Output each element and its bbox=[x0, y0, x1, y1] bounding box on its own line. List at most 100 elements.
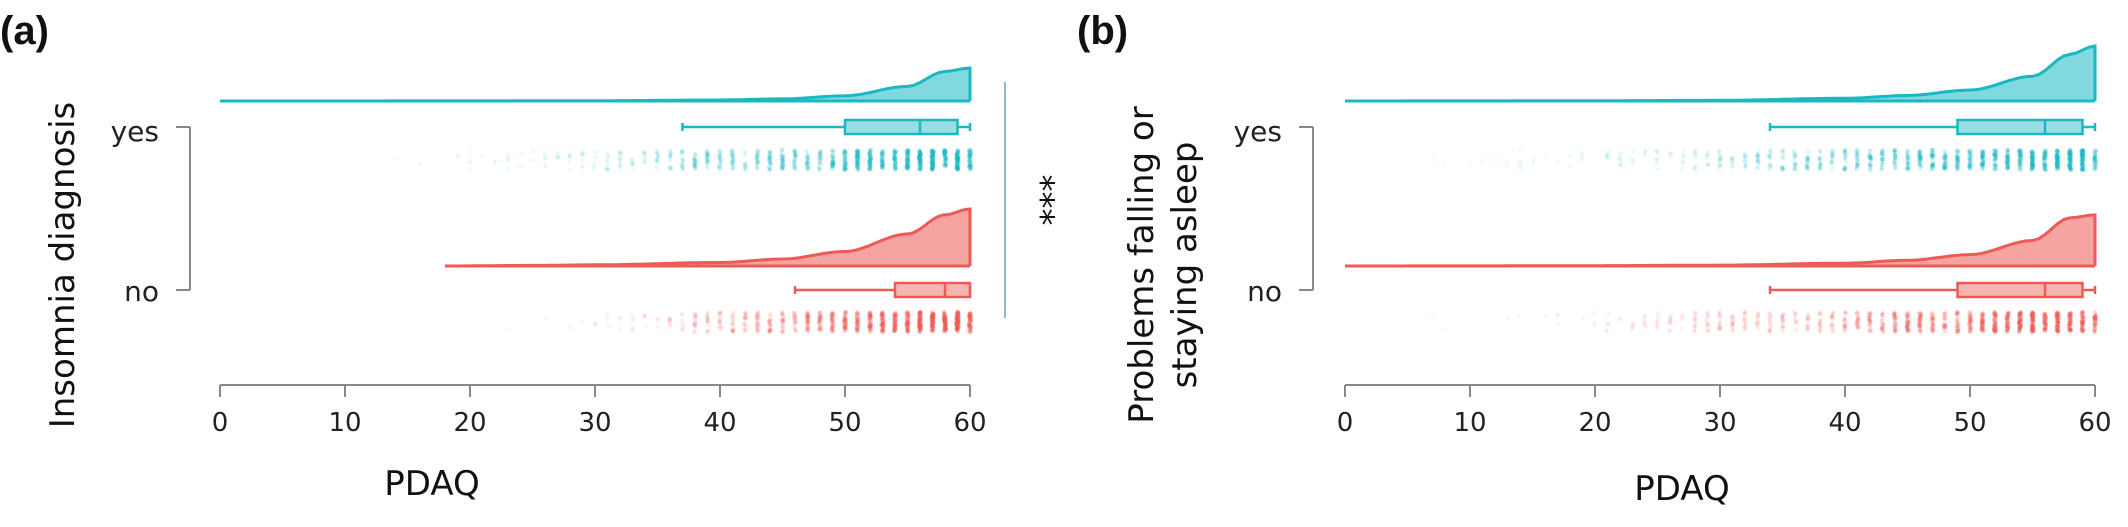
data-point-no bbox=[680, 327, 686, 333]
data-point-yes bbox=[905, 162, 910, 167]
data-point-yes bbox=[755, 158, 761, 163]
data-point-yes bbox=[968, 147, 973, 153]
data-point-yes bbox=[1792, 156, 1797, 161]
data-point-no bbox=[1817, 318, 1823, 324]
data-point-yes bbox=[942, 159, 948, 165]
data-point-no bbox=[968, 318, 973, 323]
data-point-no bbox=[905, 321, 910, 327]
data-point-no bbox=[792, 325, 797, 330]
data-point-yes bbox=[705, 152, 710, 158]
data-point-no bbox=[917, 320, 922, 325]
data-point-yes bbox=[854, 159, 859, 165]
data-point-yes bbox=[855, 161, 860, 166]
data-point-yes bbox=[842, 152, 847, 157]
data-point-no bbox=[880, 313, 885, 318]
data-point-yes bbox=[767, 157, 773, 163]
data-point-yes bbox=[679, 150, 684, 155]
data-point-yes bbox=[918, 152, 923, 157]
data-point-yes bbox=[2093, 165, 2098, 170]
data-point-yes bbox=[717, 155, 722, 160]
data-point-yes bbox=[805, 166, 810, 171]
data-point-no bbox=[706, 310, 711, 315]
data-point-no bbox=[1743, 310, 1748, 315]
data-point-yes bbox=[692, 157, 697, 162]
data-point-yes bbox=[930, 162, 936, 167]
data-point-yes bbox=[893, 165, 898, 170]
data-point-no bbox=[667, 322, 672, 327]
data-point-yes bbox=[1754, 166, 1760, 171]
data-point-yes bbox=[768, 154, 773, 159]
data-point-yes bbox=[905, 157, 910, 162]
data-point-yes bbox=[918, 166, 923, 171]
data-point-no bbox=[1843, 324, 1848, 329]
data-point-yes bbox=[867, 159, 872, 165]
data-point-yes bbox=[804, 156, 810, 161]
data-point-yes bbox=[967, 155, 972, 161]
x-tick-label: 40 bbox=[703, 408, 736, 438]
data-point-yes bbox=[968, 166, 973, 171]
data-point-no bbox=[679, 327, 684, 333]
data-point-no bbox=[942, 315, 947, 320]
data-point-no bbox=[954, 326, 959, 332]
data-point-yes bbox=[830, 166, 835, 172]
data-point-no bbox=[879, 311, 885, 316]
data-point-no bbox=[1780, 318, 1785, 324]
data-point-yes bbox=[1767, 164, 1772, 170]
data-point-no bbox=[930, 316, 935, 321]
data-point-yes bbox=[692, 162, 697, 167]
data-point-yes bbox=[2018, 153, 2023, 158]
data-point-yes bbox=[905, 161, 910, 166]
data-point-no bbox=[767, 327, 772, 332]
data-point-yes bbox=[704, 163, 710, 168]
data-point-no bbox=[968, 314, 973, 319]
data-point-yes bbox=[654, 165, 659, 170]
data-point-yes bbox=[880, 150, 885, 155]
data-point-no bbox=[929, 326, 934, 331]
data-point-yes bbox=[930, 151, 936, 157]
data-point-yes bbox=[556, 156, 561, 161]
data-point-no bbox=[718, 311, 723, 316]
data-point-no bbox=[930, 315, 936, 320]
data-point-no bbox=[954, 317, 960, 323]
data-point-no bbox=[954, 316, 959, 321]
data-point-yes bbox=[867, 166, 872, 171]
data-point-no bbox=[805, 325, 811, 330]
data-point-yes bbox=[754, 153, 759, 158]
data-point-no bbox=[806, 318, 811, 324]
data-point-yes bbox=[929, 157, 935, 163]
data-point-yes bbox=[967, 152, 973, 157]
data-point-no bbox=[917, 329, 922, 335]
data-point-yes bbox=[805, 167, 811, 172]
data-point-no bbox=[1655, 314, 1660, 319]
data-point-no bbox=[568, 326, 574, 331]
data-point-no bbox=[954, 322, 959, 327]
data-point-yes bbox=[805, 159, 810, 164]
data-point-yes bbox=[654, 151, 659, 156]
data-point-no bbox=[1780, 329, 1785, 334]
data-point-no bbox=[2080, 310, 2085, 315]
data-point-no bbox=[804, 323, 810, 328]
data-point-yes bbox=[718, 161, 723, 167]
data-point-no bbox=[892, 325, 897, 330]
data-point-yes bbox=[668, 151, 673, 156]
data-point-yes bbox=[879, 151, 885, 156]
data-point-yes bbox=[841, 151, 847, 156]
data-point-yes bbox=[893, 165, 898, 171]
data-point-no bbox=[743, 317, 749, 322]
data-point-no bbox=[667, 316, 672, 321]
data-point-yes bbox=[930, 153, 936, 158]
data-point-yes bbox=[867, 151, 872, 156]
data-point-yes bbox=[655, 159, 660, 164]
data-point-yes bbox=[906, 165, 911, 170]
data-point-no bbox=[693, 312, 699, 318]
data-point-yes bbox=[955, 162, 960, 168]
data-point-no bbox=[829, 325, 835, 330]
data-point-yes bbox=[804, 161, 809, 166]
data-point-no bbox=[2067, 326, 2073, 331]
data-point-no bbox=[668, 318, 673, 323]
data-point-yes bbox=[855, 155, 861, 160]
data-point-yes bbox=[930, 150, 936, 155]
data-point-yes bbox=[468, 160, 474, 165]
data-point-yes bbox=[893, 155, 898, 160]
data-point-no bbox=[805, 315, 810, 321]
